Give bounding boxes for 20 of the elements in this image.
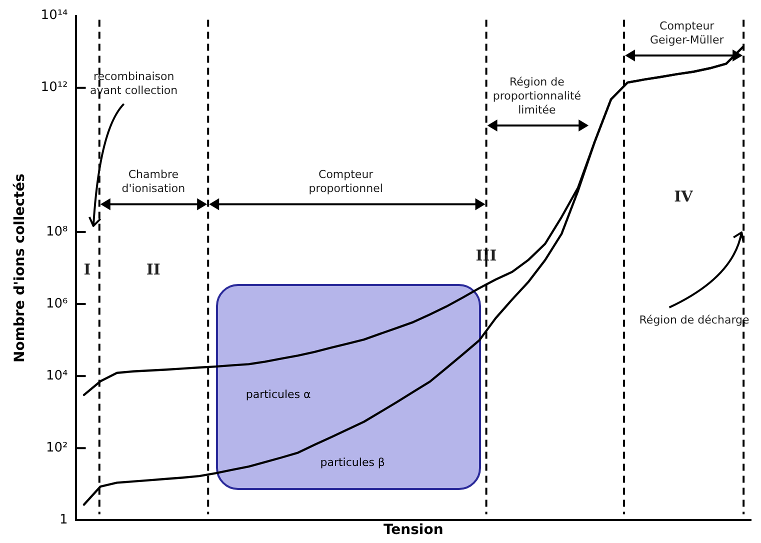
x-axis-title: Tension	[383, 522, 444, 538]
series-label: particules β	[320, 456, 385, 469]
annotation: Compteur Geiger-Müller	[650, 19, 724, 46]
annotation: Chambre d'ionisation	[122, 168, 186, 196]
annotation: II	[146, 260, 160, 278]
y-tick-label: 10¹⁴	[40, 8, 68, 24]
annotation: Compteur proportionnel	[308, 168, 383, 196]
annotation: Région de décharge	[639, 313, 750, 326]
annotation: recombinaison avant collection	[90, 70, 178, 97]
annotation: I	[84, 260, 91, 278]
y-axis-title: Nombre d'ions collectés	[12, 174, 28, 362]
y-tick-label: 10⁸	[46, 224, 68, 240]
y-tick-label: 10²	[46, 440, 68, 456]
y-tick-label: 10⁶	[46, 296, 68, 312]
text: particules α	[246, 388, 311, 402]
annotation: Région de proportionnalité limitée	[492, 75, 582, 116]
y-tick-label: 10¹²	[40, 80, 68, 96]
y-tick-label: 10⁴	[46, 368, 68, 384]
annotation: IV	[674, 187, 694, 206]
y-tick-label: 1	[59, 512, 68, 528]
